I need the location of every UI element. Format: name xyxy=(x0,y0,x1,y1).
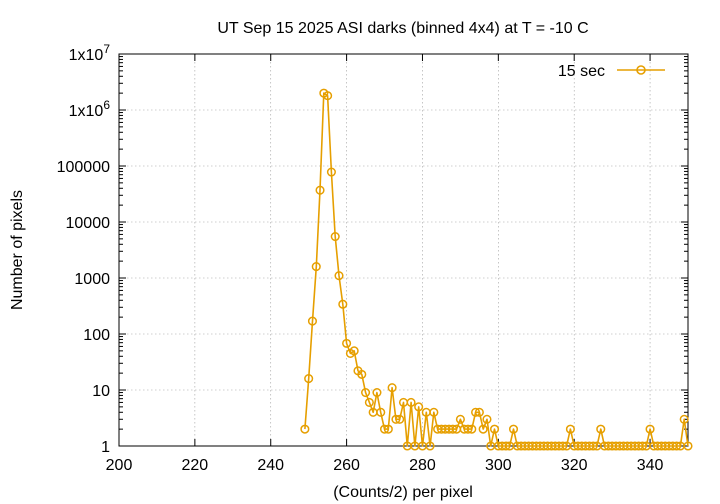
data-point xyxy=(474,407,484,417)
data-point xyxy=(565,424,575,434)
data-point xyxy=(307,316,318,326)
x-tick-label: 300 xyxy=(485,457,512,474)
y-tick-label: 1x107 xyxy=(69,42,111,64)
y-tick-label-base: 1x10 xyxy=(69,47,104,64)
y-tick-label-base: 100000 xyxy=(57,159,110,176)
y-tick-label: 1x106 xyxy=(69,98,111,120)
x-tick-label: 220 xyxy=(182,457,209,474)
data-point xyxy=(489,424,500,434)
data-point xyxy=(300,424,310,434)
y-tick-label-base: 1x10 xyxy=(69,103,104,120)
legend: 15 sec xyxy=(558,63,665,80)
y-tick-label: 10000 xyxy=(66,215,111,232)
x-tick-label: 340 xyxy=(637,457,664,474)
y-tick-label: 1000 xyxy=(74,271,110,288)
y-tick-label-base: 10 xyxy=(92,383,110,400)
data-point xyxy=(342,338,352,348)
data-point xyxy=(448,424,458,434)
data-point xyxy=(326,167,336,177)
y-tick-label: 10 xyxy=(92,383,110,400)
data-point xyxy=(455,414,465,424)
data-point xyxy=(463,424,473,434)
data-point xyxy=(672,441,682,451)
x-tick-label: 280 xyxy=(409,457,436,474)
data-point xyxy=(558,441,568,451)
y-tick-label-base: 1000 xyxy=(74,271,110,288)
data-point xyxy=(637,441,648,451)
data-point xyxy=(391,414,401,424)
y-tick-label-base: 100 xyxy=(83,327,110,344)
data-point xyxy=(379,424,390,434)
data-point xyxy=(361,388,371,398)
data-point xyxy=(372,388,382,398)
data-point xyxy=(679,414,689,424)
data-point xyxy=(425,441,435,451)
data-point xyxy=(508,424,519,434)
data-point xyxy=(645,424,655,434)
y-tick-label-exponent: 6 xyxy=(103,98,110,112)
y-tick-label-base: 10000 xyxy=(66,215,111,232)
x-tick-label: 320 xyxy=(561,457,588,474)
x-axis-label: (Counts/2) per pixel xyxy=(333,484,473,501)
x-tick-label: 260 xyxy=(333,457,360,474)
y-tick-label: 100000 xyxy=(57,159,110,176)
data-point xyxy=(349,346,359,356)
data-point xyxy=(406,397,416,407)
data-point xyxy=(395,414,405,424)
data-point xyxy=(683,441,693,451)
y-tick-label-exponent: 7 xyxy=(103,42,110,56)
chart-title: UT Sep 15 2025 ASI darks (binned 4x4) at… xyxy=(217,20,588,37)
x-tick-label: 240 xyxy=(257,457,284,474)
data-point xyxy=(323,91,333,101)
data-point xyxy=(471,407,481,417)
data-point xyxy=(304,374,314,384)
grid-lines xyxy=(119,54,688,446)
legend-label: 15 sec xyxy=(558,63,605,80)
data-point xyxy=(311,262,321,272)
data-point xyxy=(596,424,606,434)
y-axis-label: Number of pixels xyxy=(9,190,26,310)
data-point xyxy=(414,402,424,412)
data-point xyxy=(364,397,374,407)
data-point xyxy=(330,231,340,242)
y-tick-label: 100 xyxy=(83,327,110,344)
plot-frame xyxy=(118,53,689,447)
data-point xyxy=(588,441,598,451)
y-tick-label-base: 1 xyxy=(101,439,110,456)
x-tick-label: 200 xyxy=(106,457,133,474)
data-point xyxy=(467,424,477,434)
data-point xyxy=(478,424,488,434)
data-point xyxy=(376,407,386,417)
data-point xyxy=(387,383,397,393)
data-point xyxy=(482,414,492,424)
series-group xyxy=(300,88,693,451)
data-point xyxy=(501,441,511,451)
x-axis: 200 220 240 260 280 300 320 340 xyxy=(106,54,664,474)
data-point xyxy=(357,369,367,379)
data-point xyxy=(429,407,439,417)
data-point xyxy=(334,271,344,281)
data-point xyxy=(383,424,393,434)
data-point xyxy=(338,299,348,309)
y-tick-label: 1 xyxy=(101,439,110,456)
legend-marker xyxy=(636,65,646,75)
data-point xyxy=(315,185,325,195)
